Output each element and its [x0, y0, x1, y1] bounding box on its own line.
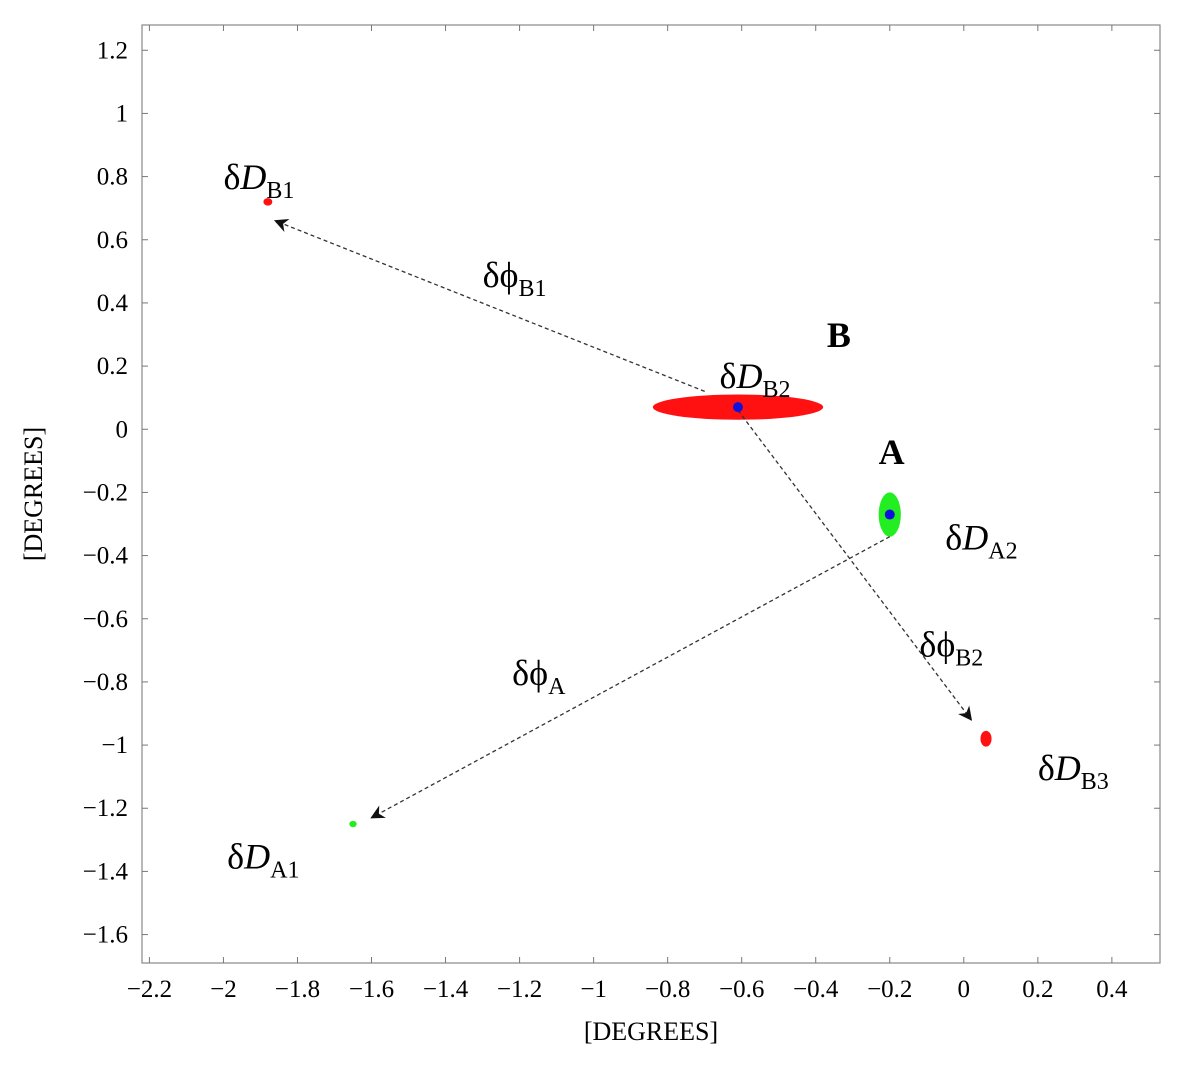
- annotation-db3: δDB3: [1038, 748, 1109, 795]
- x-tick-label: 0: [958, 976, 971, 1003]
- annotation-b1: δϕB1: [483, 255, 547, 302]
- y-tick-label: −1: [101, 732, 128, 759]
- x-axis-label: [DEGREES]: [584, 1017, 718, 1046]
- y-tick-label: 0.2: [97, 353, 128, 380]
- arrow-3: [370, 536, 891, 819]
- arrow-1: [273, 218, 705, 392]
- center-point-2: [884, 509, 895, 520]
- y-axis-label: [DEGREES]: [19, 427, 48, 561]
- x-tick-label: −0.2: [867, 976, 912, 1003]
- x-tick-label: −0.8: [645, 976, 690, 1003]
- x-tick-label: −1.8: [275, 976, 320, 1003]
- annotation-db1: δDB1: [223, 157, 294, 204]
- x-tick-label: −1.6: [349, 976, 394, 1003]
- arrow-2: [737, 409, 973, 721]
- annotation-da1: δDA1: [227, 836, 299, 883]
- x-tick-label: −0.6: [719, 976, 764, 1003]
- y-tick-label: 1.2: [97, 37, 128, 64]
- x-tick-label: 0.4: [1096, 976, 1128, 1003]
- center-point-1: [732, 402, 743, 413]
- regions-layer: [263, 198, 992, 828]
- annotation-da2: δDA2: [945, 517, 1017, 564]
- y-tick-label: −0.8: [83, 669, 128, 696]
- y-tick-label: 0: [116, 416, 129, 443]
- annotation-a: A: [879, 432, 905, 472]
- x-tick-label: −2: [210, 976, 237, 1003]
- x-tick-label: −1.4: [423, 976, 469, 1003]
- x-tick-label: 0.2: [1022, 976, 1053, 1003]
- region-b1: [263, 198, 273, 206]
- arrows-layer: [273, 218, 973, 819]
- centers-layer: [732, 402, 895, 520]
- y-tick-label: 1: [116, 100, 129, 127]
- y-tick-label: −1.6: [83, 922, 128, 949]
- y-tick-label: −0.6: [83, 606, 128, 633]
- y-tick-label: −0.4: [83, 543, 129, 570]
- x-tick-label: −0.4: [793, 976, 839, 1003]
- y-tick-label: −1.2: [83, 795, 128, 822]
- plot-frame: [141, 24, 1161, 964]
- y-tick-label: −1.4: [83, 858, 129, 885]
- region-b3: [980, 730, 992, 747]
- annotation-db2: δDB2: [719, 356, 790, 403]
- y-tick-label: −0.2: [83, 479, 128, 506]
- x-tick-label: −1.2: [497, 976, 542, 1003]
- annotation-b: B: [827, 315, 851, 355]
- y-tick-label: 0.8: [97, 164, 128, 191]
- x-tick-label: −1: [580, 976, 607, 1003]
- annotation-a: δϕA: [512, 653, 566, 700]
- y-tick-label: 0.6: [97, 227, 128, 254]
- x-tick-label: −2.2: [127, 976, 172, 1003]
- annotation-b2: δϕB2: [919, 625, 983, 672]
- region-a1: [349, 820, 357, 828]
- y-tick-label: 0.4: [97, 290, 129, 317]
- x-axis: −2.2 −2 −1.8 −1.6 −1.4 −1.2 −1 −0.8 −0.6 −0.4 −0.2…: [127, 25, 1128, 1003]
- y-axis: 1.2 1 0.8 0.6 0.4 0.2 0 −0.2 −0.4 −0.6 −0.8 −1 −1.2 −…: [83, 37, 1160, 949]
